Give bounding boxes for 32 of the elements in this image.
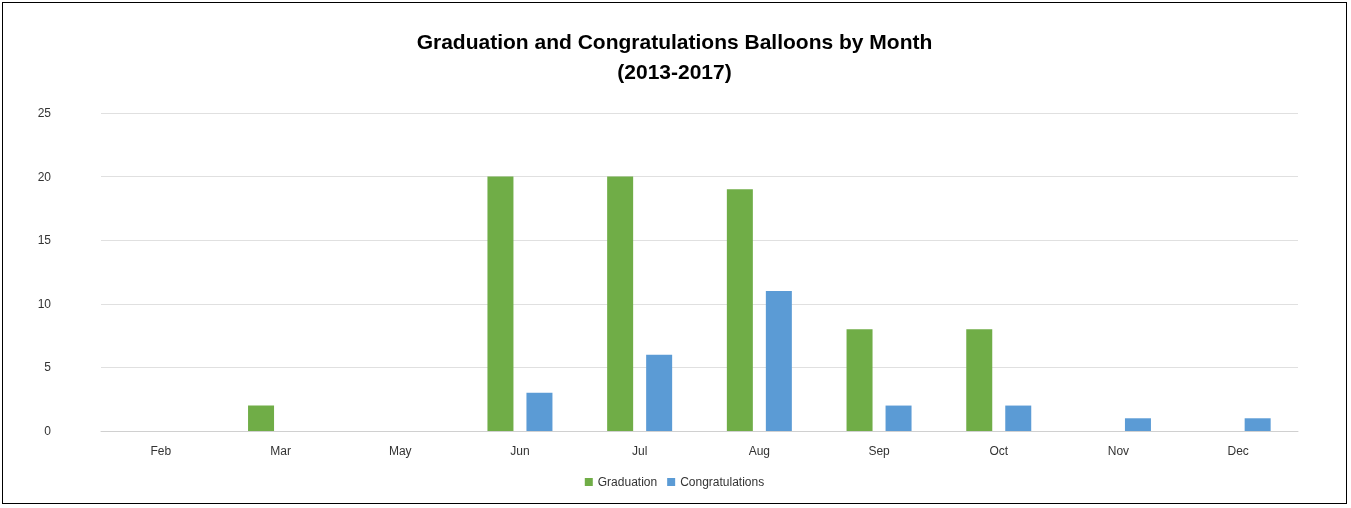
y-tick-label: 10 [37,296,52,311]
y-tick-label: 25 [37,106,52,120]
bar [765,291,792,431]
bar [248,405,275,431]
bar [1124,418,1151,431]
y-tick-label: 5 [44,360,52,375]
bar [646,354,673,431]
bar [966,329,993,431]
bar [726,189,753,431]
y-tick-label: 0 [44,424,52,438]
y-tick-label: 20 [37,169,52,184]
legend-label: Congratulations [680,475,765,489]
x-tick-label: Oct [989,444,1009,458]
chart-title: Graduation and Congratulations Balloons by Month (2013-2017) [416,29,933,83]
x-tick-label: Feb [150,444,172,458]
x-tick-label: Aug [748,444,771,458]
bar [846,329,873,431]
bar [607,176,634,431]
x-tick-label: May [388,444,412,458]
x-tick-label: Nov [1107,444,1130,458]
x-tick-label: Jul [631,444,648,458]
x-tick-label: Jun [510,444,530,458]
bar [526,392,553,431]
bar [1005,405,1032,431]
bar [885,405,912,431]
bar [1244,418,1271,431]
x-tick-label: Sep [868,444,891,458]
x-tick-label: Mar [270,444,291,458]
y-tick-label: 15 [37,233,52,248]
bar [487,176,514,431]
legend-label: Graduation [597,475,658,489]
x-tick-label: Dec [1227,444,1249,458]
